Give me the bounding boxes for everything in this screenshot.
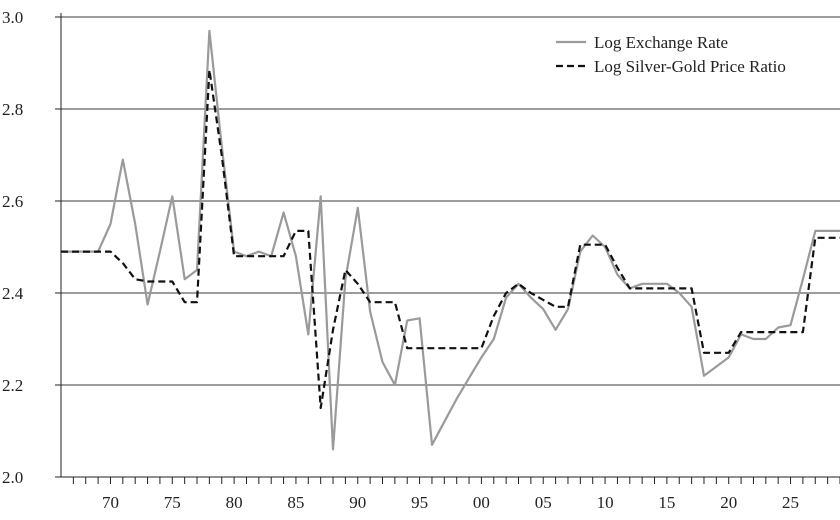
y-tick-label: 2.6 <box>2 192 23 211</box>
series-line-silver-gold-ratio <box>61 68 840 410</box>
y-tick-label: 2.4 <box>2 284 24 303</box>
x-tick-label: 25 <box>782 493 799 512</box>
x-tick-label: 15 <box>658 493 675 512</box>
series-line-exchange-rate <box>61 29 840 451</box>
ticks: 2.0 2.2 2.4 2.6 2.8 3.0 70 75 80 85 90 95 00 05 10 15 20… <box>2 8 840 512</box>
x-tick-label: 20 <box>720 493 737 512</box>
x-tick-label: 10 <box>597 493 614 512</box>
y-tick-label: 2.2 <box>2 376 23 395</box>
legend: Log Exchange Rate Log Silver-Gold Price … <box>556 33 786 76</box>
y-tick-label: 2.0 <box>2 468 23 487</box>
x-tick-label: 75 <box>164 493 181 512</box>
x-tick-label: 90 <box>349 493 366 512</box>
axes <box>60 13 840 478</box>
x-tick-label: 85 <box>287 493 304 512</box>
series-lines <box>61 29 840 451</box>
legend-label-exchange-rate: Log Exchange Rate <box>594 33 728 52</box>
x-tick-label: 95 <box>411 493 428 512</box>
x-tick-label: 05 <box>535 493 552 512</box>
legend-label-silver-gold-ratio: Log Silver-Gold Price Ratio <box>594 57 786 76</box>
y-tick-label: 2.8 <box>2 100 23 119</box>
x-tick-label: 00 <box>473 493 490 512</box>
y-tick-label: 3.0 <box>2 8 23 27</box>
x-tick-label: 70 <box>102 493 119 512</box>
gridlines <box>61 16 840 386</box>
x-tick-label: 80 <box>226 493 243 512</box>
